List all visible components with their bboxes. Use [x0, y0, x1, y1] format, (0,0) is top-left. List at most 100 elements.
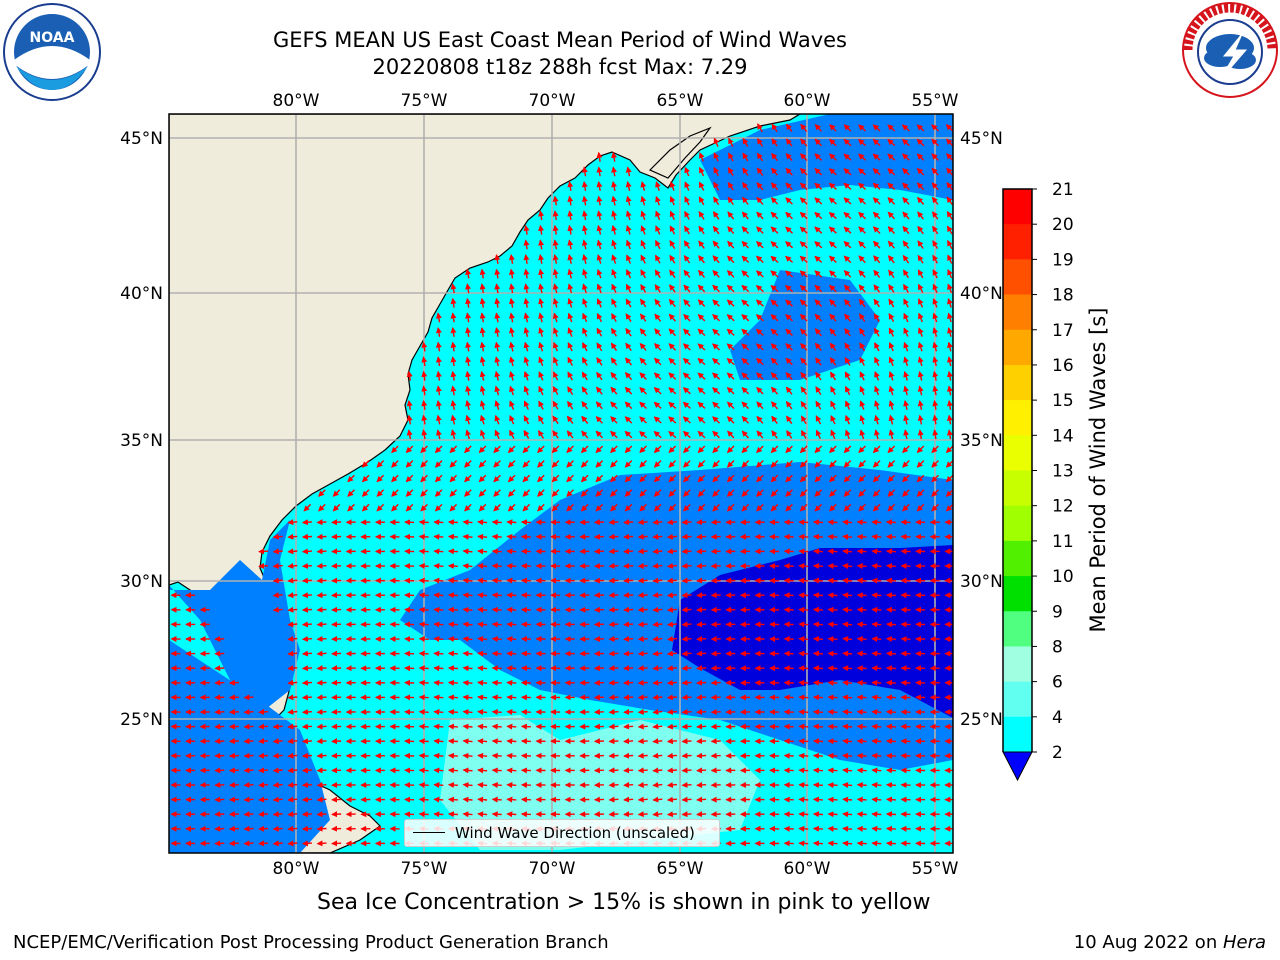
wind-wave-arrow: [713, 196, 720, 206]
wind-wave-arrow: [652, 533, 663, 540]
wind-wave-arrow: [858, 168, 867, 176]
wind-wave-arrow: [859, 313, 866, 322]
wind-wave-arrow: [316, 621, 327, 628]
wind-wave-arrow: [608, 562, 619, 569]
wind-wave-arrow: [770, 343, 779, 351]
wind-wave-arrow: [611, 313, 617, 323]
wind-wave-arrow: [901, 124, 910, 132]
wind-wave-arrow: [827, 679, 838, 686]
wind-wave-arrow: [552, 239, 559, 250]
wind-wave-arrow: [625, 283, 632, 293]
wind-wave-arrow: [873, 255, 881, 264]
wind-wave-arrow: [582, 312, 588, 323]
wind-wave-arrow: [666, 548, 677, 555]
wind-wave-arrow: [858, 153, 867, 161]
wind-wave-arrow: [871, 825, 882, 832]
wind-wave-arrow: [623, 811, 634, 818]
wind-wave-arrow: [582, 283, 588, 294]
wind-wave-arrow: [856, 782, 867, 789]
wind-wave-arrow: [652, 577, 663, 584]
wind-wave-arrow: [812, 825, 823, 832]
wind-wave-arrow: [856, 563, 867, 570]
wind-wave-arrow: [450, 312, 457, 323]
wind-wave-arrow: [625, 166, 632, 177]
wind-wave-arrow: [447, 752, 458, 759]
wind-wave-arrow: [596, 181, 603, 191]
wind-wave-arrow: [477, 533, 488, 540]
wind-wave-arrow: [596, 254, 603, 264]
wind-wave-arrow: [508, 283, 515, 294]
wind-wave-arrow: [418, 709, 429, 716]
wind-wave-arrow: [258, 738, 269, 745]
wind-wave-arrow: [666, 738, 677, 745]
wind-wave-arrow: [696, 752, 707, 759]
wind-wave-arrow: [652, 548, 663, 555]
wind-wave-arrow: [608, 738, 619, 745]
wind-wave-arrow: [858, 255, 866, 264]
wind-wave-arrow: [683, 254, 691, 264]
wind-wave-arrow: [800, 328, 808, 337]
wind-wave-arrow: [477, 621, 488, 628]
wind-wave-arrow: [637, 562, 648, 569]
wind-wave-arrow: [946, 196, 953, 206]
wind-wave-arrow: [625, 342, 632, 352]
wind-wave-arrow: [812, 811, 823, 818]
wind-wave-arrow: [625, 327, 632, 337]
wind-wave-arrow: [856, 723, 867, 730]
wind-wave-arrow: [681, 811, 692, 818]
wind-wave-arrow: [856, 767, 867, 774]
wind-wave-arrow: [812, 533, 823, 540]
wind-wave-arrow: [827, 840, 838, 847]
wind-wave-arrow: [727, 211, 735, 220]
wind-wave-arrow: [828, 211, 837, 220]
wind-wave-arrow: [843, 168, 852, 176]
wind-wave-arrow: [258, 767, 269, 774]
wind-wave-arrow: [538, 385, 544, 396]
wind-wave-arrow: [827, 796, 838, 803]
wind-wave-arrow: [611, 151, 618, 162]
wind-wave-arrow: [640, 298, 647, 308]
wind-wave-arrow: [814, 197, 823, 205]
wind-wave-arrow: [916, 182, 925, 191]
wind-wave-arrow: [885, 694, 896, 701]
wind-wave-arrow: [640, 283, 647, 293]
wind-wave-arrow: [871, 650, 882, 657]
wind-wave-arrow: [447, 782, 458, 789]
wind-wave-arrow: [917, 385, 924, 396]
wind-wave-arrow: [301, 752, 312, 759]
wind-wave-arrow: [581, 166, 588, 177]
wind-wave-arrow: [885, 592, 896, 599]
wind-wave-arrow: [552, 312, 559, 323]
wind-wave-arrow: [947, 254, 953, 264]
wind-wave-arrow: [856, 592, 867, 599]
wind-wave-arrow: [698, 225, 705, 235]
wind-wave-arrow: [509, 341, 515, 352]
lon-tick-bottom: 70°W: [529, 859, 576, 879]
wind-wave-arrow: [887, 255, 895, 264]
wind-wave-arrow: [243, 723, 254, 730]
wind-wave-arrow: [727, 167, 734, 176]
wind-wave-arrow: [856, 796, 867, 803]
wind-wave-arrow: [799, 313, 808, 322]
wind-wave-arrow: [697, 372, 706, 380]
wind-wave-arrow: [491, 709, 502, 716]
wind-wave-arrow: [433, 563, 444, 570]
wind-wave-arrow: [316, 577, 327, 584]
wind-wave-arrow: [827, 709, 838, 716]
wind-wave-arrow: [316, 635, 327, 642]
wind-wave-arrow: [696, 679, 707, 686]
wind-wave-arrow: [552, 254, 559, 264]
wind-wave-arrow: [462, 767, 473, 774]
wind-wave-arrow: [785, 314, 793, 322]
wind-wave-arrow: [433, 592, 444, 599]
wind-wave-arrow: [669, 254, 676, 264]
wind-wave-arrow: [871, 621, 882, 628]
wind-wave-arrow: [494, 327, 501, 337]
wind-wave-arrow: [608, 752, 619, 759]
wind-wave-arrow: [871, 782, 882, 789]
wind-wave-arrow: [887, 182, 896, 191]
wind-wave-arrow: [447, 723, 458, 730]
wind-wave-arrow: [435, 370, 442, 381]
wind-wave-arrow: [581, 400, 589, 410]
wind-wave-arrow: [640, 195, 647, 206]
